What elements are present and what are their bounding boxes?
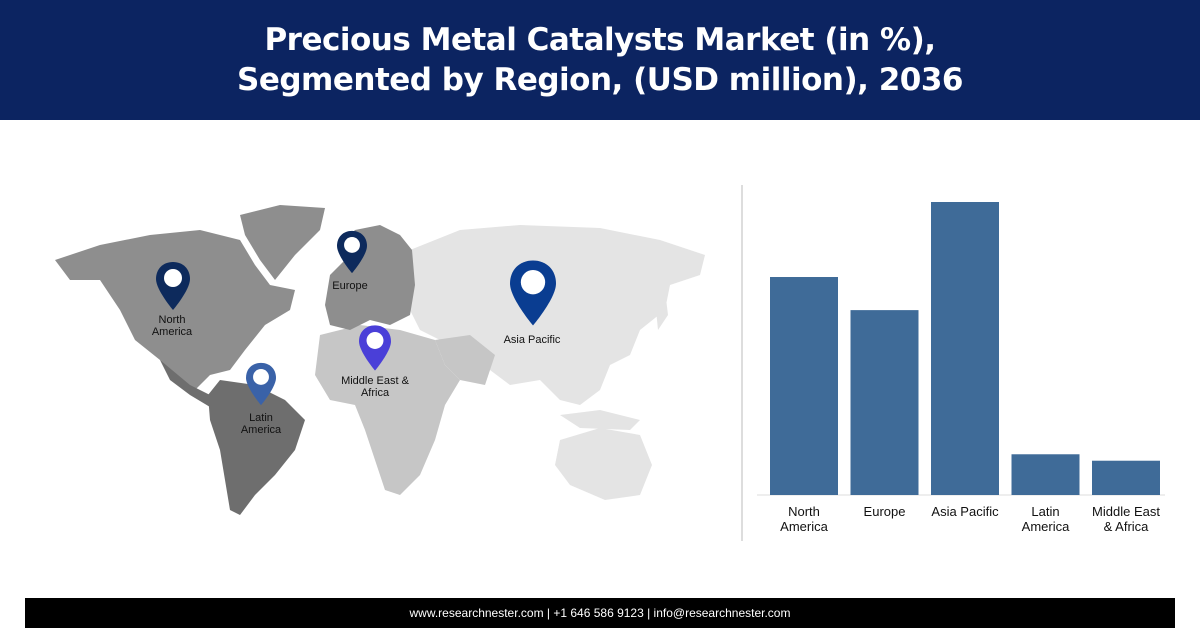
north-america-label: North America: [152, 314, 192, 338]
title-line-2: Segmented by Region, (USD million), 2036: [237, 62, 963, 98]
indonesia: [560, 410, 640, 430]
south-america-region: [208, 380, 305, 515]
asia-pacific-label: Asia Pacific: [504, 334, 561, 346]
north-america-region: [55, 230, 295, 390]
x-tick-label-line: & Africa: [1103, 519, 1149, 534]
middle-east-africa-label: Middle East & Africa: [341, 375, 409, 399]
footer: www.researchnester.com | +1 646 586 9123…: [25, 598, 1175, 628]
bar-chart-svg: [757, 202, 1165, 496]
x-tick-label-line: North: [788, 504, 820, 519]
bar-chart: North America Europe Asia Pacific Latin Ameri…: [745, 180, 1185, 550]
x-tick-label: Middle East & Africa: [1092, 504, 1160, 534]
bar-4: [1092, 460, 1160, 495]
australia-region: [555, 428, 652, 500]
asia-pacific-pin-icon[interactable]: [510, 260, 556, 326]
world-map-graphic: [55, 205, 705, 515]
greenland: [240, 205, 325, 280]
label-line: Europe: [332, 280, 368, 292]
japan: [655, 290, 668, 330]
bar-2: [931, 202, 999, 495]
x-tick-label-line: Asia Pacific: [931, 504, 999, 519]
africa-region: [315, 325, 460, 495]
x-tick-label-line: America: [1021, 519, 1070, 534]
middle-east-africa-pin-icon[interactable]: [359, 325, 391, 371]
label-line: Latin: [249, 412, 273, 424]
label-line: North: [158, 314, 186, 326]
x-tick-label-line: Europe: [863, 504, 906, 519]
x-tick-label: Latin America: [1022, 504, 1070, 534]
bar-1: [850, 310, 919, 495]
x-tick-label: North America: [780, 504, 828, 534]
divider: [741, 185, 743, 541]
x-tick-label-line: Latin: [1031, 504, 1060, 519]
middle-east: [435, 335, 495, 385]
x-tick-label: Europe: [864, 504, 906, 519]
latin-america-label: Latin America: [241, 412, 281, 436]
label-line: Africa: [360, 387, 390, 399]
x-tick-label-line: America: [780, 519, 828, 534]
bar-0: [770, 277, 838, 495]
europe-label: Europe: [332, 280, 367, 292]
title-line-1: Precious Metal Catalysts Market (in %),: [264, 22, 936, 58]
label-line: America: [240, 424, 282, 436]
x-tick-label-line: Middle East: [1092, 504, 1160, 519]
latin-america-pin-icon[interactable]: [246, 362, 276, 406]
world-map: North America Europe Asia Pacific Middle …: [40, 190, 730, 530]
label-line: Middle East &: [341, 375, 409, 387]
bar-3: [1011, 454, 1080, 495]
label-line: America: [151, 326, 193, 338]
label-line: Asia Pacific: [503, 334, 561, 346]
europe-pin-icon[interactable]: [337, 230, 367, 274]
x-tick-label: Asia Pacific: [931, 504, 998, 519]
title-banner: Precious Metal Catalysts Market (in %), …: [0, 0, 1200, 120]
north-america-pin-icon[interactable]: [156, 262, 190, 310]
footer-contact: www.researchnester.com | +1 646 586 9123…: [409, 606, 791, 620]
